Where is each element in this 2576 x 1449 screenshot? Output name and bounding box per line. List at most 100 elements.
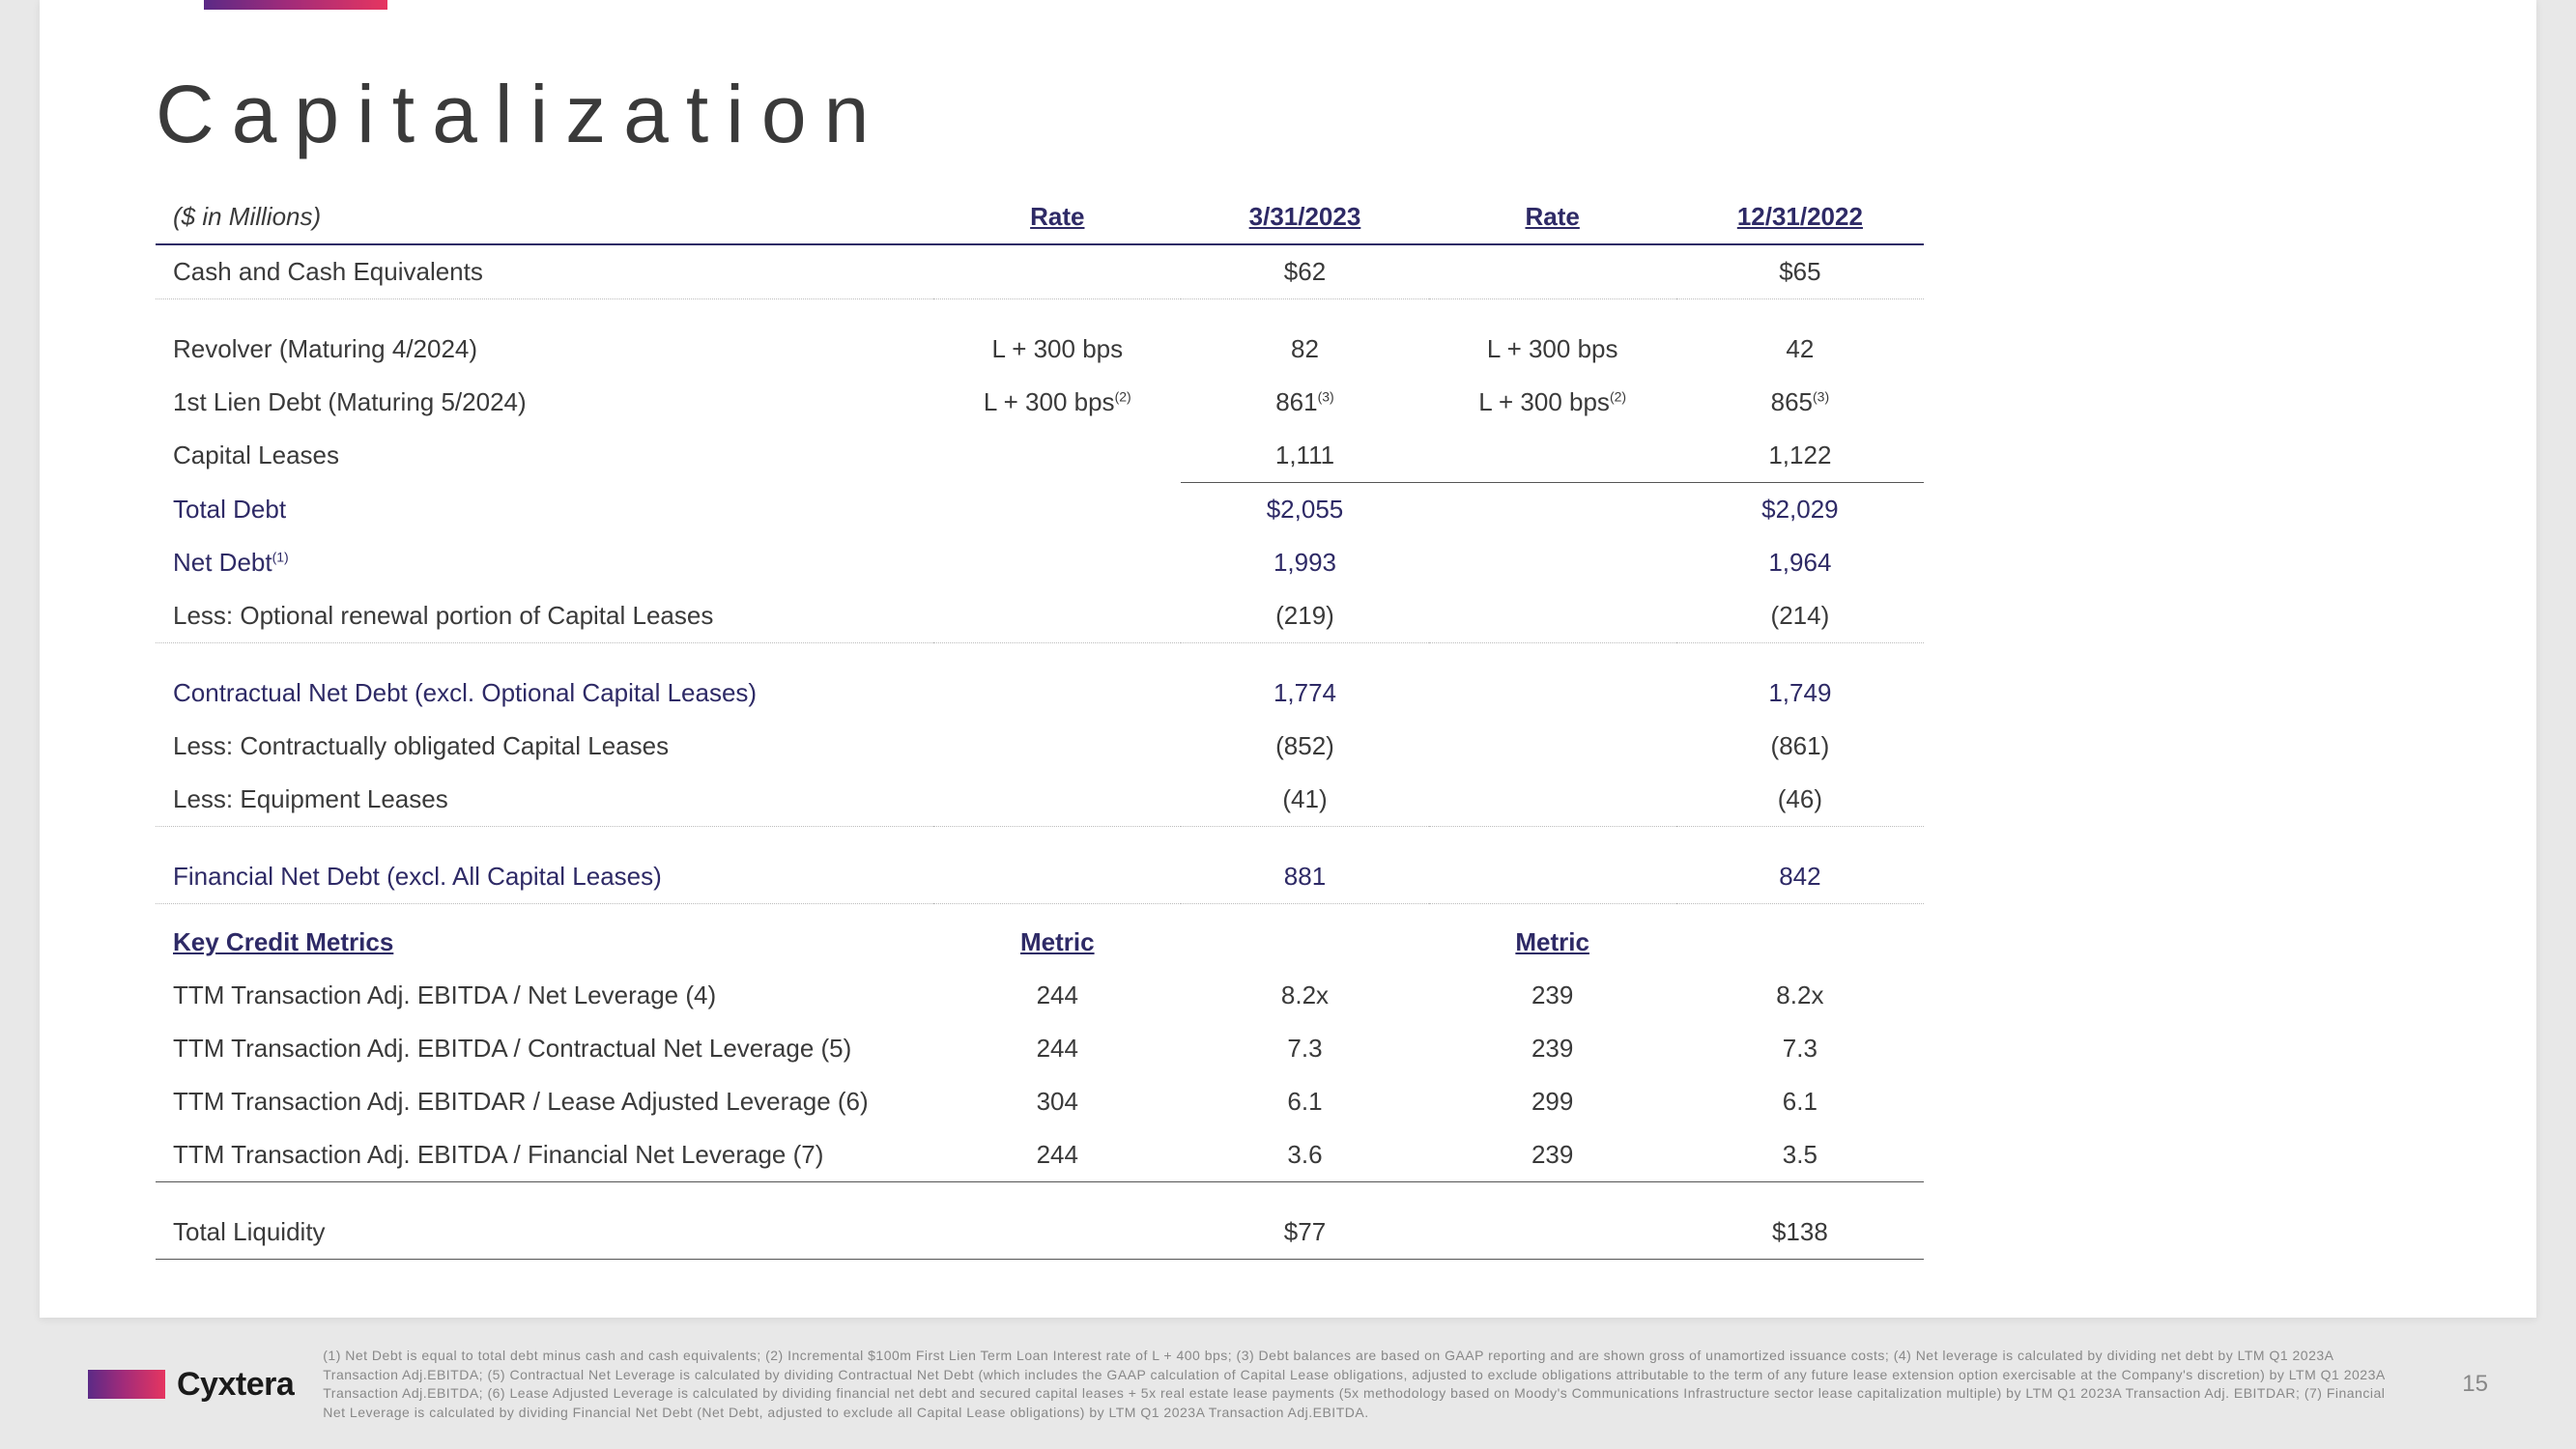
cell-label: Less: Equipment Leases <box>156 773 933 827</box>
cell: $62 <box>1181 244 1428 299</box>
cell: 861(3) <box>1181 376 1428 429</box>
header-units: ($ in Millions) <box>156 190 933 244</box>
cell: 865(3) <box>1676 376 1924 429</box>
cell <box>933 1206 1181 1260</box>
row-metric-3: TTM Transaction Adj. EBITDAR / Lease Adj… <box>156 1075 1924 1128</box>
row-totaldebt: Total Debt $2,055 $2,029 <box>156 483 1924 537</box>
text: 865 <box>1771 387 1813 416</box>
cell: (861) <box>1676 720 1924 773</box>
page-title: Capitalization <box>156 68 2420 161</box>
spacer-row <box>156 299 1924 324</box>
sup: (2) <box>1115 388 1131 404</box>
header-rate1: Rate <box>933 190 1181 244</box>
cell-label: Total Debt <box>156 483 933 537</box>
cell <box>933 850 1181 904</box>
row-cash: Cash and Cash Equivalents $62 $65 <box>156 244 1924 299</box>
cell <box>1429 244 1676 299</box>
cell-label: Revolver (Maturing 4/2024) <box>156 323 933 376</box>
cell: 1,111 <box>1181 429 1428 483</box>
cell: L + 300 bps(2) <box>933 376 1181 429</box>
cell <box>933 667 1181 720</box>
cell: 8.2x <box>1181 969 1428 1022</box>
cell <box>933 720 1181 773</box>
cell <box>1429 667 1676 720</box>
cell-label: Less: Contractually obligated Capital Le… <box>156 720 933 773</box>
cell: 244 <box>933 1022 1181 1075</box>
cell: $2,029 <box>1676 483 1924 537</box>
cell-label: Net Debt(1) <box>156 536 933 589</box>
sup: (3) <box>1813 388 1829 404</box>
cell <box>1429 720 1676 773</box>
sup: (3) <box>1318 388 1334 404</box>
cell: $65 <box>1676 244 1924 299</box>
cell: 6.1 <box>1676 1075 1924 1128</box>
cell: $138 <box>1676 1206 1924 1260</box>
cell: L + 300 bps <box>933 323 1181 376</box>
cell: 842 <box>1676 850 1924 904</box>
cell <box>933 536 1181 589</box>
cell: 239 <box>1429 969 1676 1022</box>
text: L + 300 bps <box>984 387 1115 416</box>
cell: 304 <box>933 1075 1181 1128</box>
cell-label: TTM Transaction Adj. EBITDAR / Lease Adj… <box>156 1075 933 1128</box>
row-metric-2: TTM Transaction Adj. EBITDA / Contractua… <box>156 1022 1924 1075</box>
sup: (1) <box>272 549 289 564</box>
cell-label: TTM Transaction Adj. EBITDA / Contractua… <box>156 1022 933 1075</box>
capitalization-table: ($ in Millions) Rate 3/31/2023 Rate 12/3… <box>156 190 1924 1260</box>
row-metrics-head: Key Credit Metrics Metric Metric <box>156 904 1924 970</box>
cell <box>1429 773 1676 827</box>
cell: 7.3 <box>1676 1022 1924 1075</box>
row-capleases: Capital Leases 1,111 1,122 <box>156 429 1924 483</box>
cell: 244 <box>933 969 1181 1022</box>
table-header-row: ($ in Millions) Rate 3/31/2023 Rate 12/3… <box>156 190 1924 244</box>
cell-label: Financial Net Debt (excl. All Capital Le… <box>156 850 933 904</box>
cell: Metric <box>933 904 1181 970</box>
cell: 1,774 <box>1181 667 1428 720</box>
cell <box>1429 429 1676 483</box>
cell: Metric <box>1429 904 1676 970</box>
slide: Capitalization ($ in Millions) Rate 3/31… <box>40 0 2536 1318</box>
header-date1: 3/31/2023 <box>1181 190 1428 244</box>
cell: 7.3 <box>1181 1022 1428 1075</box>
cell <box>933 773 1181 827</box>
text: Net Debt <box>173 548 272 577</box>
cell: 239 <box>1429 1022 1676 1075</box>
logo-text: Cyxtera <box>177 1366 294 1404</box>
row-less-oblig: Less: Contractually obligated Capital Le… <box>156 720 1924 773</box>
cell: 1,122 <box>1676 429 1924 483</box>
cell: 3.6 <box>1181 1128 1428 1182</box>
cell <box>933 589 1181 643</box>
cell <box>933 244 1181 299</box>
cell <box>933 483 1181 537</box>
row-contract-net: Contractual Net Debt (excl. Optional Cap… <box>156 667 1924 720</box>
cell: 8.2x <box>1676 969 1924 1022</box>
row-liquidity: Total Liquidity $77 $138 <box>156 1206 1924 1260</box>
header-date2: 12/31/2022 <box>1676 190 1924 244</box>
cell: 3.5 <box>1676 1128 1924 1182</box>
row-netdebt: Net Debt(1) 1,993 1,964 <box>156 536 1924 589</box>
row-less-equip: Less: Equipment Leases (41) (46) <box>156 773 1924 827</box>
logo: Cyxtera <box>88 1366 294 1404</box>
cell-label: Contractual Net Debt (excl. Optional Cap… <box>156 667 933 720</box>
cell: (214) <box>1676 589 1924 643</box>
cell: 82 <box>1181 323 1428 376</box>
cell: (46) <box>1676 773 1924 827</box>
page-number: 15 <box>2462 1371 2488 1398</box>
cell: $2,055 <box>1181 483 1428 537</box>
cell: 299 <box>1429 1075 1676 1128</box>
cell: (852) <box>1181 720 1428 773</box>
text: L + 300 bps <box>1478 387 1610 416</box>
cell-label: TTM Transaction Adj. EBITDA / Financial … <box>156 1128 933 1182</box>
cell: $77 <box>1181 1206 1428 1260</box>
row-less-opt: Less: Optional renewal portion of Capita… <box>156 589 1924 643</box>
row-revolver: Revolver (Maturing 4/2024) L + 300 bps 8… <box>156 323 1924 376</box>
row-metric-4: TTM Transaction Adj. EBITDA / Financial … <box>156 1128 1924 1182</box>
cell <box>933 429 1181 483</box>
row-fin-net: Financial Net Debt (excl. All Capital Le… <box>156 850 1924 904</box>
cell <box>1181 904 1428 970</box>
cell <box>1429 536 1676 589</box>
sup: (2) <box>1610 388 1626 404</box>
cell: 6.1 <box>1181 1075 1428 1128</box>
cell-label: Capital Leases <box>156 429 933 483</box>
spacer-row <box>156 1182 1924 1207</box>
